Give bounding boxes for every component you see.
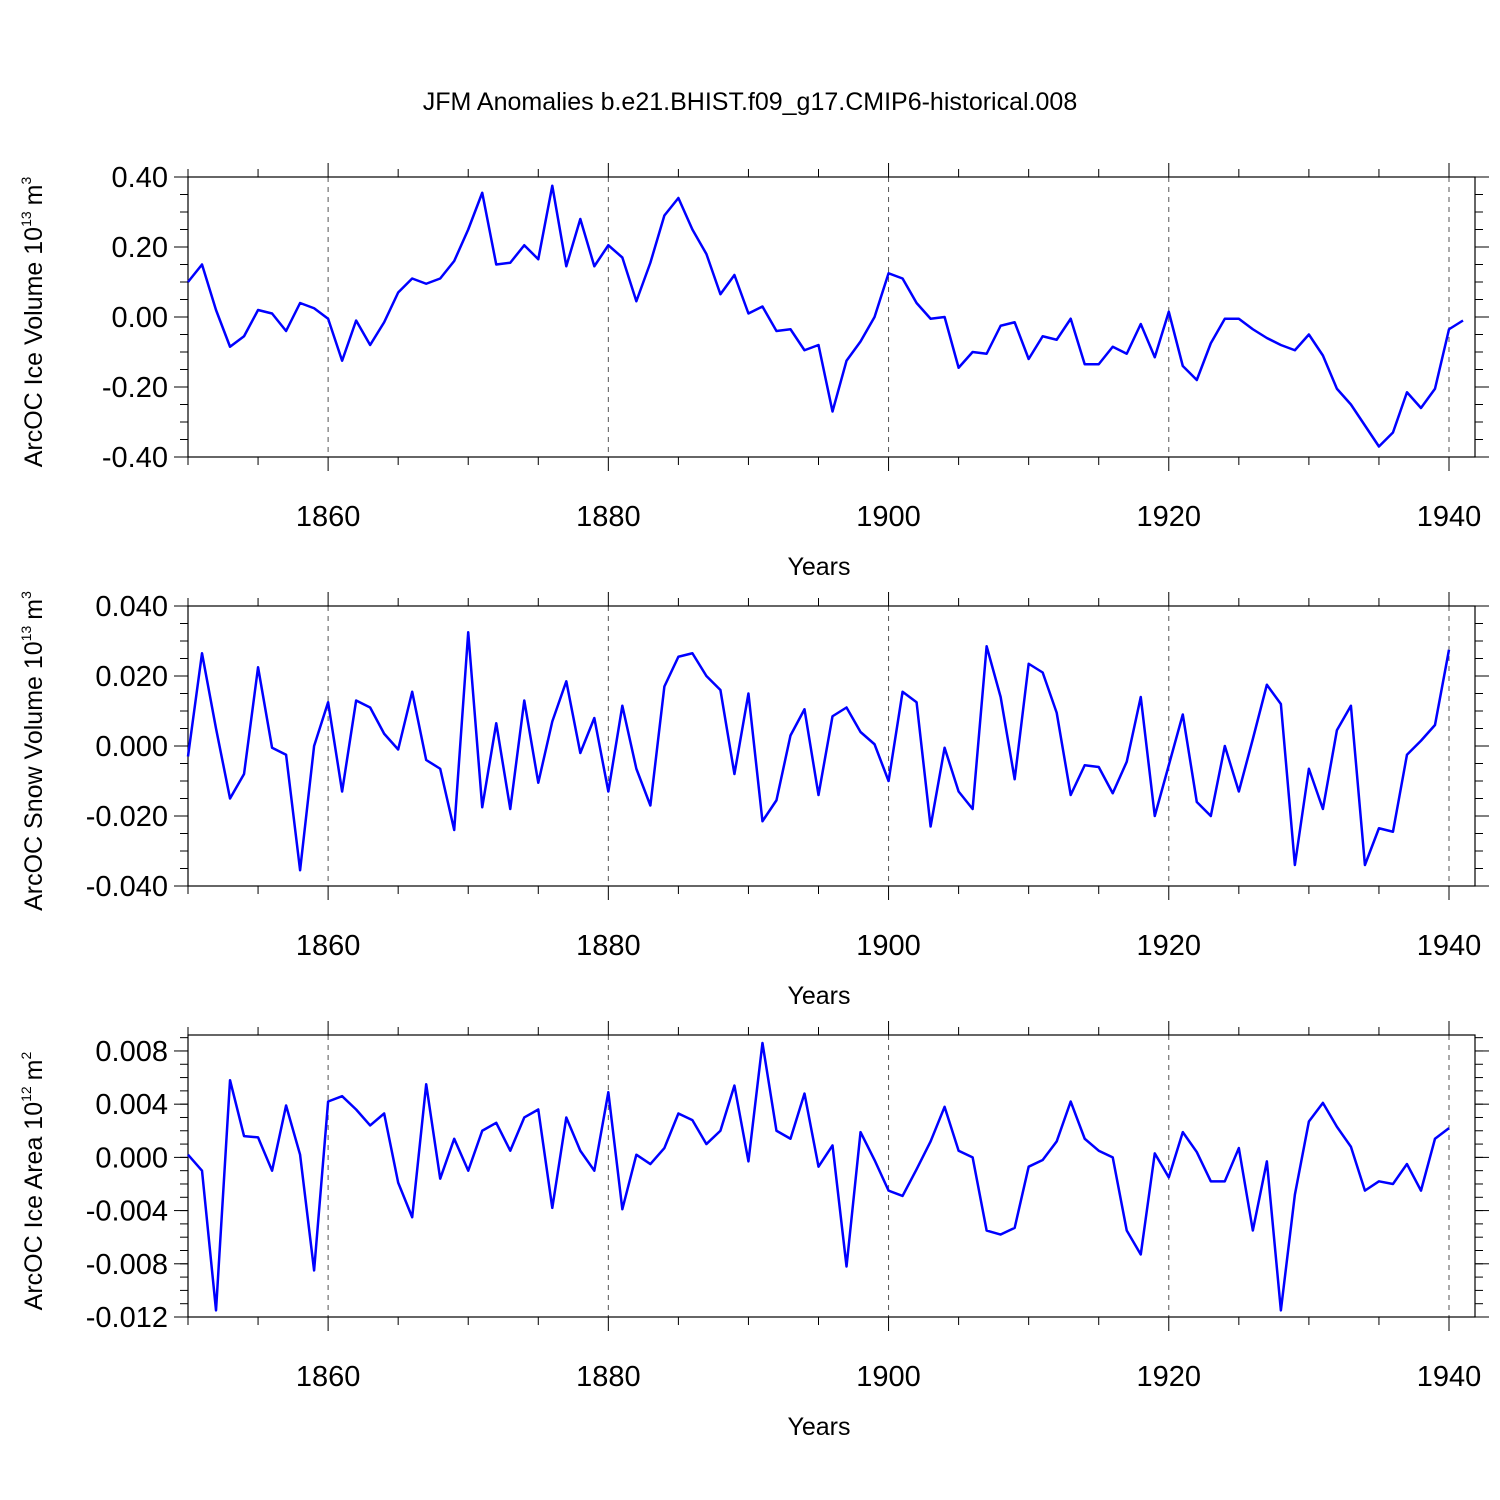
y-tick-label: 0.008 bbox=[95, 1036, 168, 1068]
y-axis-label: ArcOC Ice Area 1012 m2 bbox=[18, 1051, 48, 1310]
chart-title: JFM Anomalies b.e21.BHIST.f09_g17.CMIP6-… bbox=[423, 88, 1077, 116]
x-tick-label: 1880 bbox=[576, 930, 641, 962]
y-axis-label-main: ArcOC Ice Volume 10 bbox=[20, 227, 48, 467]
x-tick-label: 1860 bbox=[296, 501, 361, 533]
y-tick-label: 0.004 bbox=[95, 1089, 168, 1121]
panels: 0.40 0.20 0.00 -0.20 -0.40 1860 1880 1900 1920 19… bbox=[18, 162, 1489, 1441]
y-tick-label: 0.000 bbox=[95, 1142, 168, 1174]
x-tick-label: 1920 bbox=[1137, 501, 1202, 533]
plot-frame bbox=[187, 176, 1476, 458]
x-tick-label: 1900 bbox=[856, 501, 921, 533]
y-axis-label-main: ArcOC Ice Area 10 bbox=[20, 1102, 48, 1310]
plot-frame bbox=[187, 605, 1476, 887]
y-tick-label: 0.40 bbox=[112, 162, 168, 194]
y-tick-label: 0.040 bbox=[95, 591, 168, 623]
x-tick-label: 1900 bbox=[856, 930, 921, 962]
x-tick-label: 1860 bbox=[296, 930, 361, 962]
panel-3: 0.008 0.004 0.000 -0.004 -0.008 -0.012 1860 188… bbox=[18, 1021, 1489, 1441]
series-line bbox=[187, 184, 1464, 448]
y-axis-label-main: ArcOC Snow Volume 10 bbox=[20, 641, 48, 911]
y-axis-label-unit: m bbox=[20, 599, 48, 620]
y-axis-label-unit: m bbox=[20, 185, 48, 206]
y-axis-label-unit-exponent: 2 bbox=[18, 1051, 34, 1059]
y-tick-label: 0.00 bbox=[112, 302, 168, 334]
x-tick-label: 1860 bbox=[296, 1361, 361, 1393]
y-tick-label: 0.000 bbox=[95, 731, 168, 763]
x-tick-label: 1880 bbox=[576, 1361, 641, 1393]
x-axis-label: Years bbox=[787, 982, 850, 1010]
y-tick-label: -0.40 bbox=[102, 442, 168, 474]
plot-frame bbox=[187, 1034, 1476, 1318]
x-tick-label: 1940 bbox=[1417, 1361, 1482, 1393]
y-axis-label-exponent: 13 bbox=[18, 626, 34, 642]
x-tick-label: 1940 bbox=[1417, 501, 1482, 533]
y-tick-label: -0.020 bbox=[86, 801, 168, 833]
x-tick-label: 1920 bbox=[1137, 1361, 1202, 1393]
y-axis-label-exponent: 13 bbox=[18, 211, 34, 227]
x-tick-label: 1920 bbox=[1137, 930, 1202, 962]
y-axis-label-unit-exponent: 3 bbox=[18, 591, 34, 599]
y-tick-label: -0.004 bbox=[86, 1196, 168, 1228]
series-line bbox=[187, 1041, 1450, 1312]
y-axis-label-unit: m bbox=[20, 1059, 48, 1080]
y-axis-label-exponent: 12 bbox=[18, 1086, 34, 1102]
panel-2: 0.040 0.020 0.000 -0.020 -0.040 1860 1880 1900 1… bbox=[18, 591, 1489, 1010]
y-tick-label: 0.20 bbox=[112, 232, 168, 264]
x-tick-label: 1900 bbox=[856, 1361, 921, 1393]
x-tick-label: 1880 bbox=[576, 501, 641, 533]
y-tick-label: -0.040 bbox=[86, 871, 168, 903]
x-tick-label: 1940 bbox=[1417, 930, 1482, 962]
y-tick-label: -0.008 bbox=[86, 1249, 168, 1281]
y-axis-label-unit-exponent: 3 bbox=[18, 177, 34, 185]
panel-1: 0.40 0.20 0.00 -0.20 -0.40 1860 1880 1900 1920 19… bbox=[18, 162, 1489, 581]
y-axis-label: ArcOC Snow Volume 1013 m3 bbox=[18, 591, 48, 911]
x-axis-label: Years bbox=[787, 1413, 850, 1441]
series-line bbox=[186, 631, 1451, 872]
y-axis-label: ArcOC Ice Volume 1013 m3 bbox=[18, 177, 48, 468]
x-axis-label: Years bbox=[787, 553, 850, 581]
y-tick-label: -0.012 bbox=[86, 1302, 168, 1334]
y-tick-label: -0.20 bbox=[102, 372, 168, 404]
y-tick-label: 0.020 bbox=[95, 661, 168, 693]
